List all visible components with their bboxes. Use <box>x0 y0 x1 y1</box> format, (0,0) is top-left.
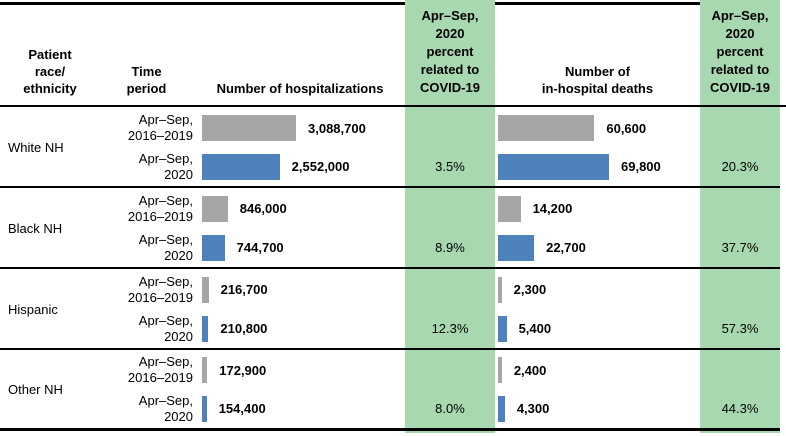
deaths-covid-bar <box>498 153 609 180</box>
covid-pct-deaths: 44.3% <box>721 401 759 417</box>
deaths-value: 5,400 <box>518 321 552 336</box>
covid-pct-deaths-header: Apr–Sep, 2020 percent related to COVID-1… <box>710 8 770 95</box>
hospitalizations-bar-row: 154,400 <box>195 390 405 429</box>
deaths-covid-bar <box>498 395 505 422</box>
rule-header <box>0 105 786 107</box>
hospitalizations-header: Number of hospitalizations <box>216 81 384 96</box>
deaths-value: 14,200 <box>532 201 573 216</box>
hospitalizations-value: 846,000 <box>239 201 287 216</box>
green-column-hospitalizations-pct <box>405 0 495 433</box>
deaths-value: 22,700 <box>546 240 586 255</box>
hospitalizations-covid-bar <box>202 153 280 180</box>
covid-pct-deaths: 57.3% <box>721 321 759 336</box>
deaths-value: 2,300 <box>513 282 547 297</box>
hospitalizations-bar-row: 210,800 <box>195 309 405 348</box>
race-group-other-nh: Other NH Apr–Sep, 2016–2019 172,900 2,40… <box>0 351 786 428</box>
covid-pct-hospitalizations: 8.0% <box>435 401 465 417</box>
in-hospital-deaths-header: Number of in-hospital deaths <box>541 64 654 96</box>
rule-separator <box>0 348 780 350</box>
hospitalizations-bar-row: 744,700 <box>195 228 405 267</box>
hospitalizations-baseline-bar <box>202 115 296 142</box>
hospitalizations-value: 3,088,700 <box>308 120 366 136</box>
time-period-label: Apr–Sep, 2020 <box>138 150 193 182</box>
deaths-baseline-bar <box>498 357 502 384</box>
rule-top <box>0 2 780 5</box>
deaths-bar-row: 22,700 <box>495 228 700 267</box>
hospitalizations-covid-bar <box>202 395 207 422</box>
race-label: Black NH <box>8 220 63 236</box>
race-label: Hispanic <box>8 301 58 317</box>
hospitalizations-baseline-bar <box>202 276 209 303</box>
hospitalizations-bar-row: 172,900 <box>195 351 405 390</box>
race-label: Other NH <box>8 382 63 397</box>
hospitalizations-bar-row: 3,088,700 <box>195 109 405 148</box>
time-period-label: Apr–Sep, 2020 <box>138 392 193 424</box>
deaths-baseline-bar <box>498 115 595 142</box>
deaths-bar-row: 5,400 <box>495 309 700 348</box>
deaths-bar-row: 4,300 <box>495 390 700 429</box>
hospitalizations-baseline-bar <box>202 195 228 222</box>
rule-bottom <box>0 428 780 431</box>
deaths-value: 2,400 <box>513 362 547 378</box>
deaths-covid-bar <box>498 315 507 342</box>
deaths-bar-row: 2,400 <box>495 351 700 390</box>
deaths-bar-row: 69,800 <box>495 148 700 187</box>
hospitalizations-value: 210,800 <box>220 321 268 336</box>
rule-separator <box>0 267 780 269</box>
race-label: White NH <box>8 140 64 155</box>
race-group-white-nh: White NH Apr–Sep, 2016–2019 3,088,700 60… <box>0 109 786 186</box>
covid-pct-deaths: 20.3% <box>721 159 759 175</box>
hospitalizations-value: 216,700 <box>220 282 268 297</box>
table-header: Patient race/ ethnicity Time period Numb… <box>0 5 786 105</box>
deaths-baseline-bar <box>498 276 502 303</box>
time-period-label: Apr–Sep, 2016–2019 <box>127 112 193 144</box>
covid-pct-deaths: 37.7% <box>721 240 759 255</box>
patient-race-header: Patient race/ ethnicity <box>23 47 77 96</box>
time-period-label: Apr–Sep, 2016–2019 <box>127 192 193 224</box>
hospitalizations-baseline-bar <box>202 357 208 384</box>
hospitalizations-bar-row: 2,552,000 <box>195 148 405 187</box>
covid-pct-hospitalizations: 12.3% <box>431 321 469 336</box>
deaths-baseline-bar <box>498 195 521 222</box>
rule-separator <box>0 186 780 188</box>
deaths-bar-row: 14,200 <box>495 189 700 228</box>
hospitalizations-value: 744,700 <box>236 240 284 255</box>
deaths-value: 4,300 <box>516 401 550 417</box>
race-group-black-nh: Black NH Apr–Sep, 2016–2019 846,000 14,2… <box>0 189 786 267</box>
deaths-bar-row: 2,300 <box>495 270 700 309</box>
covid-pct-hospitalizations: 8.9% <box>435 240 465 255</box>
deaths-value: 69,800 <box>621 159 661 175</box>
race-group-hispanic: Hispanic Apr–Sep, 2016–2019 216,700 2,30… <box>0 270 786 348</box>
deaths-bar-row: 60,600 <box>495 109 700 148</box>
deaths-value: 60,600 <box>606 120 647 136</box>
covid-pct-hosp-header: Apr–Sep, 2020 percent related to COVID-1… <box>420 8 480 95</box>
hospitalizations-value: 154,400 <box>218 401 266 417</box>
hospitalizations-covid-bar <box>202 315 209 342</box>
covid-pct-hospitalizations: 3.5% <box>435 159 465 175</box>
hospitalizations-bar-row: 216,700 <box>195 270 405 309</box>
hospitalizations-covid-bar <box>202 234 225 261</box>
time-period-header: Time period <box>126 64 167 96</box>
green-column-deaths-pct <box>700 0 780 433</box>
time-period-label: Apr–Sep, 2016–2019 <box>127 354 193 386</box>
time-period-label: Apr–Sep, 2020 <box>138 231 193 263</box>
hospitalizations-value: 2,552,000 <box>291 159 350 175</box>
deaths-covid-bar <box>498 234 535 261</box>
time-period-label: Apr–Sep, 2020 <box>138 312 193 344</box>
hospitalizations-value: 172,900 <box>219 362 267 378</box>
time-period-label: Apr–Sep, 2016–2019 <box>127 273 193 305</box>
hospitalizations-bar-row: 846,000 <box>195 189 405 228</box>
